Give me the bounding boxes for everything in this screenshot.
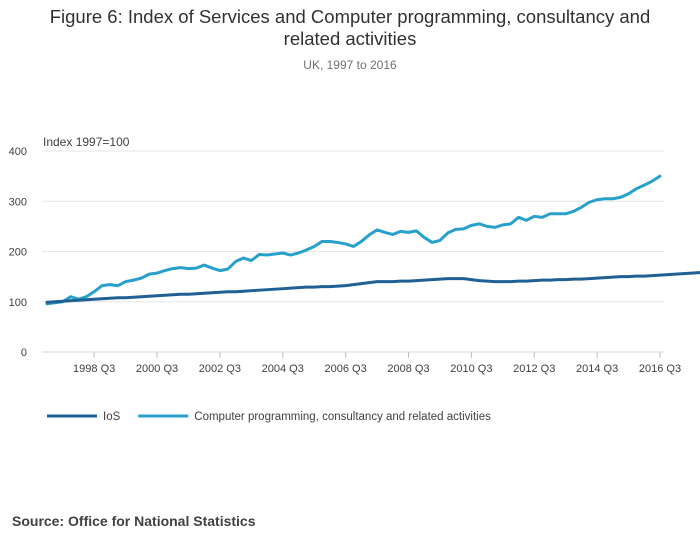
chart-title: Figure 6: Index of Services and Computer…: [0, 6, 700, 50]
x-tick-label: 2010 Q3: [450, 363, 492, 375]
chart-subtitle: UK, 1997 to 2016: [303, 58, 397, 72]
chart-title-line-2: related activities: [283, 28, 417, 49]
x-axis-ticks: 1998 Q3 2000 Q3 2002 Q3 2004 Q3 2006 Q3 2008 …: [73, 352, 681, 375]
gridlines: [42, 150, 664, 353]
x-tick-label: 2008 Q3: [387, 363, 429, 375]
y-tick-label-0: 0: [21, 347, 27, 359]
legend-label-ios: IoS: [103, 411, 121, 423]
x-tick-label: 1998 Q3: [73, 363, 115, 375]
legend: IoS Computer programming, consultancy and…: [47, 411, 491, 423]
series-lines: [45, 174, 700, 306]
y-tick-label-400: 400: [9, 146, 27, 158]
y-axis-ticks: 0 100 200 300 400: [9, 146, 27, 359]
x-tick-label: 2000 Q3: [136, 363, 178, 375]
series-line-computer-programming: [45, 174, 662, 306]
x-tick-label: 2012 Q3: [513, 363, 555, 375]
x-tick-label: 2002 Q3: [199, 363, 241, 375]
x-tick-label: 2016 Q3: [639, 363, 681, 375]
series-line-ios: [45, 271, 700, 304]
y-tick-label-300: 300: [9, 196, 27, 208]
y-tick-label-200: 200: [9, 247, 27, 259]
y-axis-label: Index 1997=100: [43, 135, 130, 149]
x-tick-label: 2004 Q3: [262, 363, 304, 375]
y-tick-label-100: 100: [9, 297, 27, 309]
x-tick-label: 2014 Q3: [576, 363, 618, 375]
x-tick-label: 2006 Q3: [325, 363, 367, 375]
chart-title-line-1: Figure 6: Index of Services and Computer…: [49, 6, 651, 27]
legend-label-computer-programming: Computer programming, consultancy and re…: [194, 411, 491, 423]
source-note: Source: Office for National Statistics: [12, 513, 256, 529]
